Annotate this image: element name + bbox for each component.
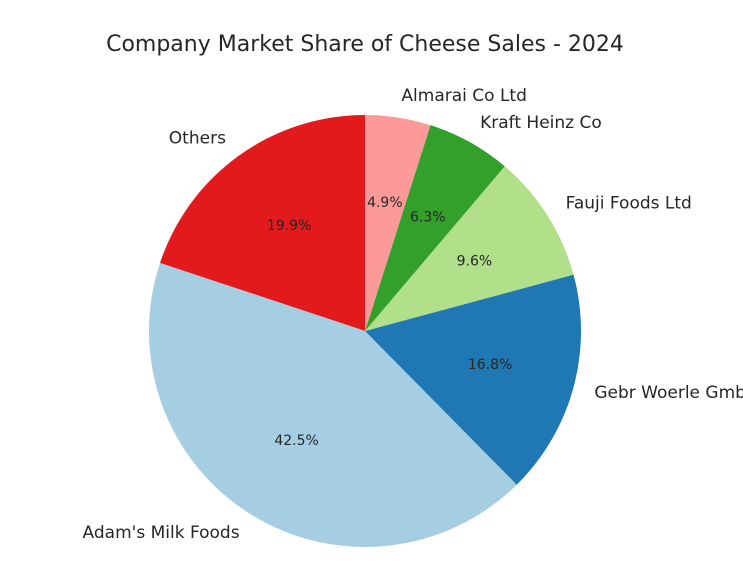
- pct-label-gebr-woerle-gmbh: 16.8%: [468, 357, 512, 373]
- pct-label-almarai-co-ltd: 4.9%: [367, 195, 403, 211]
- category-label-fauji-foods-ltd: Fauji Foods Ltd: [566, 194, 692, 214]
- pct-label-kraft-heinz-co: 6.3%: [410, 210, 446, 226]
- category-label-gebr-woerle-gmbh: Gebr Woerle GmbH: [594, 383, 743, 403]
- pie-slice-gebr-woerle-gmbh: [365, 274, 582, 485]
- pie-slice-fauji-foods-ltd: [365, 166, 574, 331]
- pct-label-fauji-foods-ltd: 9.6%: [457, 254, 493, 270]
- chart-title: Company Market Share of Cheese Sales - 2…: [106, 32, 624, 57]
- pie-slice-almarai-co-ltd: [365, 115, 431, 331]
- pie-slice-adam-s-milk-foods: [148, 262, 517, 548]
- category-label-almarai-co-ltd: Almarai Co Ltd: [401, 86, 526, 106]
- category-label-adam-s-milk-foods: Adam's Milk Foods: [83, 523, 240, 543]
- pct-label-others: 19.9%: [267, 218, 311, 234]
- pct-label-adam-s-milk-foods: 42.5%: [274, 433, 318, 449]
- category-label-others: Others: [169, 128, 226, 148]
- percentage-labels: 19.9% 42.5% 16.8% 9.6% 6.3% 4.9%: [267, 195, 512, 449]
- category-labels: Others Adam's Milk Foods Gebr Woerle GmbH F…: [83, 86, 743, 543]
- pie-slice-others: [159, 115, 365, 331]
- category-label-kraft-heinz-co: Kraft Heinz Co: [480, 113, 602, 133]
- pie-slices: [148, 115, 582, 548]
- pie-slice-kraft-heinz-co: [365, 125, 505, 331]
